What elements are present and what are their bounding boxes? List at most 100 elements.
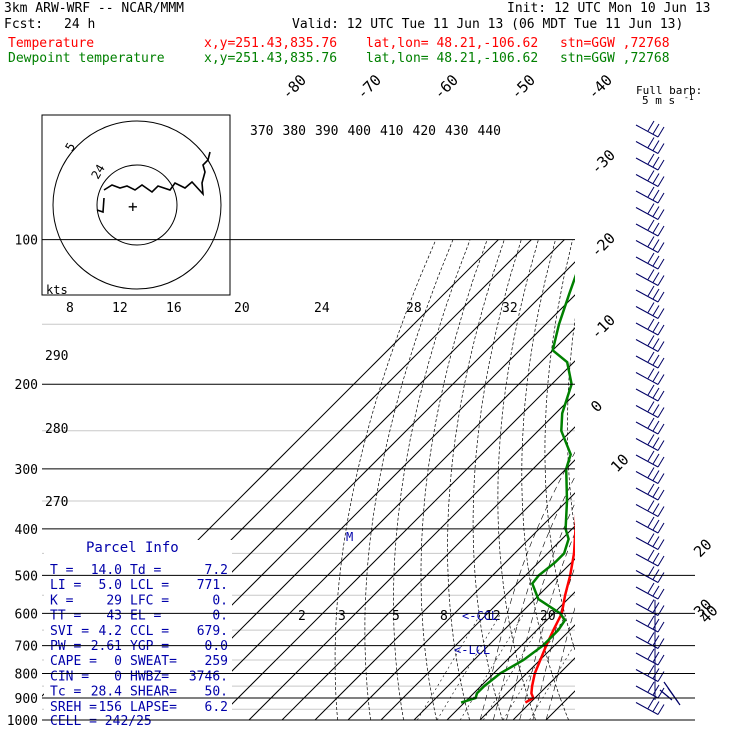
wind-barb-flag — [657, 209, 665, 220]
wind-barb-flag — [647, 203, 655, 214]
isotherm-label: 0 — [587, 397, 606, 416]
wind-barb — [635, 219, 665, 237]
isotherm-label: -40 — [584, 71, 616, 103]
wind-barb-flag — [647, 450, 655, 462]
mixing-ratio-line — [502, 613, 568, 721]
parcel-info-value: 4.2 — [99, 624, 122, 639]
theta-label: 430 — [445, 124, 468, 139]
wind-barb-flag — [652, 354, 660, 366]
wind-barb — [635, 236, 665, 253]
parcel-info-label: CIN = — [50, 669, 89, 684]
wind-barb-flag — [647, 681, 655, 693]
wind-barb-flag — [657, 176, 665, 187]
parcel-info-label: K = — [50, 593, 74, 608]
wind-barb-flag — [657, 522, 665, 534]
wind-barb-flag — [652, 503, 660, 514]
parcel-info-value: 14.0 — [91, 563, 122, 578]
wind-barb-flag — [657, 687, 665, 699]
wind-barb-flag — [652, 255, 660, 267]
wind-barb — [635, 351, 665, 369]
wind-barb-flag — [652, 156, 660, 168]
parcel-info-value: 679. — [197, 624, 228, 639]
hodograph-frame — [41, 114, 231, 296]
hodograph-ring-label: 24 — [88, 162, 107, 182]
mixing-ratio-line — [417, 613, 482, 721]
wind-barb-shaft — [635, 223, 659, 237]
theta-label: 370 — [250, 124, 273, 139]
wind-barb-flag — [652, 404, 660, 415]
wind-barb — [635, 417, 665, 435]
dry-adiabat — [447, 239, 505, 721]
wind-barb-flag — [647, 549, 655, 561]
parcel-info-label: Tc = — [50, 685, 81, 700]
wind-barb — [635, 170, 665, 187]
wind-barb-shaft — [635, 570, 659, 583]
wind-barb-flag — [652, 189, 660, 201]
wind-barb-flag — [652, 420, 660, 432]
wind-barb-flag — [652, 486, 660, 498]
dry-adiabat — [364, 239, 454, 721]
pressure-tick-label: 600 — [15, 607, 38, 622]
wind-barb-shaft — [635, 652, 659, 666]
isotherm-label: -30 — [587, 146, 619, 178]
wind-barb-flag — [657, 621, 665, 633]
wind-barb — [635, 681, 665, 699]
pressure-tick-label: 100 — [15, 234, 38, 249]
wind-barb — [635, 401, 665, 418]
wind-barb-flag — [652, 123, 660, 135]
parcel-info-value: 29 — [106, 593, 122, 608]
wind-barb-flag — [657, 605, 665, 616]
wind-barb-flag — [657, 258, 665, 270]
wind-barb-flag — [647, 615, 655, 627]
wind-barb-flag — [647, 186, 655, 198]
theta-label: 380 — [283, 124, 306, 139]
theta-label: 410 — [380, 124, 403, 139]
parcel-info-value: 0 — [114, 654, 122, 669]
parcel-info-value: 43 — [106, 609, 122, 624]
isotherm — [314, 459, 575, 721]
wind-barb — [635, 582, 665, 600]
wind-barb — [635, 120, 665, 138]
isotherm-label: -20 — [587, 229, 619, 261]
parcel-info-label: HWBZ= — [130, 669, 169, 684]
wind-barb-flag — [657, 440, 665, 451]
low-level-barbs — [659, 681, 681, 706]
wind-barb — [635, 549, 665, 567]
wind-barb — [635, 137, 665, 154]
full-barb-exp: -1 — [684, 93, 694, 102]
wind-barb-flag — [652, 585, 660, 597]
isotherm — [347, 492, 575, 721]
wind-barb-shaft — [635, 322, 659, 336]
hodograph-trace — [96, 151, 211, 214]
hodograph-x-tick: 12 — [112, 301, 128, 316]
dry-adiabat — [726, 240, 740, 720]
parcel-info-value: 771. — [197, 578, 228, 593]
wind-barb-flag — [647, 252, 655, 264]
parcel-info-label: SWEAT= — [130, 654, 177, 669]
wind-barb-flag — [657, 572, 665, 583]
wind-barb-flag — [652, 206, 660, 217]
wind-barb-flag — [647, 368, 655, 379]
wind-barb — [635, 450, 665, 468]
wind-barb — [635, 153, 665, 171]
theta-label: 440 — [478, 124, 501, 139]
wind-barb-shaft — [635, 504, 659, 517]
wind-barb — [635, 186, 665, 204]
wind-barb-flag — [647, 269, 655, 280]
wind-barb — [635, 285, 665, 303]
isotherm — [380, 525, 575, 721]
wind-barb-flag — [647, 153, 655, 165]
wind-barb-flag — [657, 423, 665, 435]
wind-barb-flag — [652, 288, 660, 300]
wind-barb — [635, 500, 665, 517]
parcel-info-label: Td = — [130, 563, 161, 578]
wind-barb — [635, 516, 665, 534]
isotherm — [182, 327, 575, 721]
dry-adiabat — [651, 240, 740, 720]
wind-barb-flag — [647, 632, 655, 643]
mixing-ratio-label: 5 — [392, 609, 400, 624]
isotherm — [446, 591, 575, 721]
wind-barb-flag — [657, 324, 665, 336]
moist-adiabat — [519, 532, 575, 721]
